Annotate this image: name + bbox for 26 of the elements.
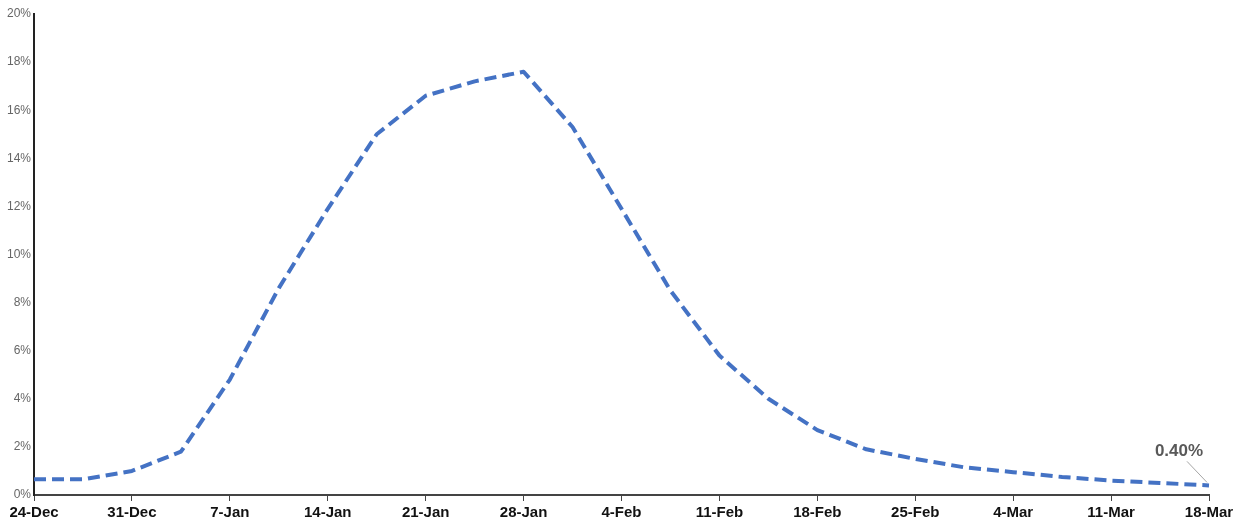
line-series — [32, 69, 1211, 488]
y-tick-label: 16% — [6, 102, 32, 117]
x-tick-label: 18-Feb — [793, 503, 842, 521]
y-tick-label: 14% — [6, 150, 32, 165]
y-tick-label: 18% — [6, 54, 32, 69]
y-tick-label: 6% — [13, 343, 32, 358]
x-tick-label: 21-Jan — [401, 503, 450, 521]
y-tick-label: 0% — [13, 487, 32, 502]
x-tick-label: 11-Feb — [695, 503, 744, 521]
y-tick-label: 12% — [6, 198, 32, 213]
x-tick-label: 31-Dec — [107, 503, 157, 521]
x-tick-label: 24-Dec — [9, 503, 59, 521]
y-tick-label: 2% — [13, 439, 32, 454]
x-tick-label: 11-Mar — [1087, 503, 1136, 521]
x-tick-label: 18-Mar — [1184, 503, 1234, 521]
x-tick-label: 7-Jan — [210, 503, 250, 521]
y-tick-label: 10% — [6, 246, 32, 261]
x-tick-label: 4-Feb — [601, 503, 642, 521]
y-tick-label: 4% — [13, 391, 32, 406]
x-tick-label: 25-Feb — [891, 503, 940, 521]
y-tick-label: 8% — [13, 294, 32, 309]
x-tick-label: 14-Jan — [304, 503, 352, 521]
x-tick-label: 28-Jan — [499, 503, 548, 521]
x-tick-label: 4-Mar — [993, 503, 1034, 521]
y-tick-label: 20% — [6, 6, 32, 21]
annotation: 0.40% — [1154, 440, 1204, 460]
